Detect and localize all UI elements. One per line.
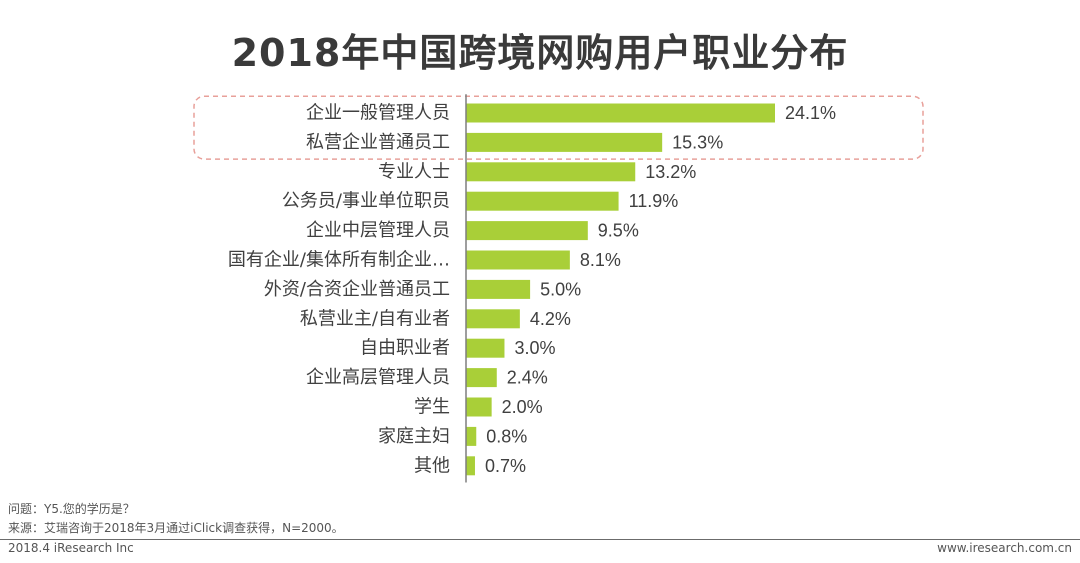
bar-10 (466, 368, 497, 388)
value-label-3: 13.2% (645, 162, 696, 182)
bar-3 (466, 162, 636, 182)
value-label-7: 5.0% (540, 279, 581, 299)
value-label-12: 0.8% (486, 426, 527, 446)
category-label-6: 国有企业/集体所有制企业… (228, 250, 450, 271)
value-label-9: 3.0% (514, 338, 555, 358)
category-label-4: 公务员/事业单位职员 (282, 191, 450, 212)
bar-8 (466, 309, 520, 329)
category-label-5: 企业中层管理人员 (306, 220, 450, 241)
source-note: 来源：艾瑞咨询于2018年3月通过iClick调查获得，N=2000。 (8, 521, 344, 535)
value-label-8: 4.2% (530, 309, 571, 329)
bar-5 (466, 221, 588, 241)
bar-chart: 企业一般管理人员 24.1% 私营企业普通员工 15.3% 专业人士 13.2% 公务员/事… (193, 94, 924, 483)
category-label-1: 企业一般管理人员 (306, 103, 450, 124)
category-label-10: 企业高层管理人员 (306, 367, 450, 388)
category-label-7: 外资/合资企业普通员工 (264, 279, 450, 300)
value-label-4: 11.9% (629, 191, 679, 211)
value-label-5: 9.5% (598, 221, 639, 241)
bar-13 (466, 456, 475, 476)
bar-6 (466, 250, 570, 270)
category-label-12: 家庭主妇 (378, 426, 450, 447)
value-label-11: 2.0% (502, 397, 543, 417)
bar-4 (466, 191, 619, 211)
footer-divider (0, 539, 1080, 540)
value-label-13: 0.7% (485, 456, 526, 476)
bar-1 (466, 103, 775, 123)
value-label-1: 24.1% (785, 103, 836, 123)
category-label-8: 私营业主/自有业者 (300, 308, 450, 329)
bar-7 (466, 279, 531, 299)
bar-12 (466, 426, 477, 446)
category-label-9: 自由职业者 (360, 338, 450, 359)
chart-title: 2018年中国跨境网购用户职业分布 (231, 31, 849, 75)
highlight-box (193, 95, 924, 160)
bar-9 (466, 338, 505, 358)
category-label-3: 专业人士 (378, 161, 450, 182)
category-label-11: 学生 (414, 397, 450, 418)
bar-11 (466, 397, 492, 417)
bar-2 (466, 132, 663, 152)
footer-copyright: 2018.4 iResearch Inc (8, 541, 134, 555)
value-label-6: 8.1% (580, 250, 621, 270)
question-note: 问题：Y5.您的学历是？ (8, 502, 135, 516)
category-label-2: 私营企业普通员工 (306, 132, 450, 153)
category-label-13: 其他 (414, 455, 450, 476)
footer-website: www.iresearch.com.cn (937, 541, 1072, 555)
value-label-2: 15.3% (672, 132, 723, 152)
value-label-10: 2.4% (507, 368, 548, 388)
